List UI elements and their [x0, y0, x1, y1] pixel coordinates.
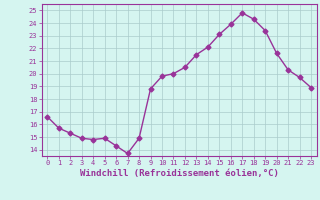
X-axis label: Windchill (Refroidissement éolien,°C): Windchill (Refroidissement éolien,°C)	[80, 169, 279, 178]
